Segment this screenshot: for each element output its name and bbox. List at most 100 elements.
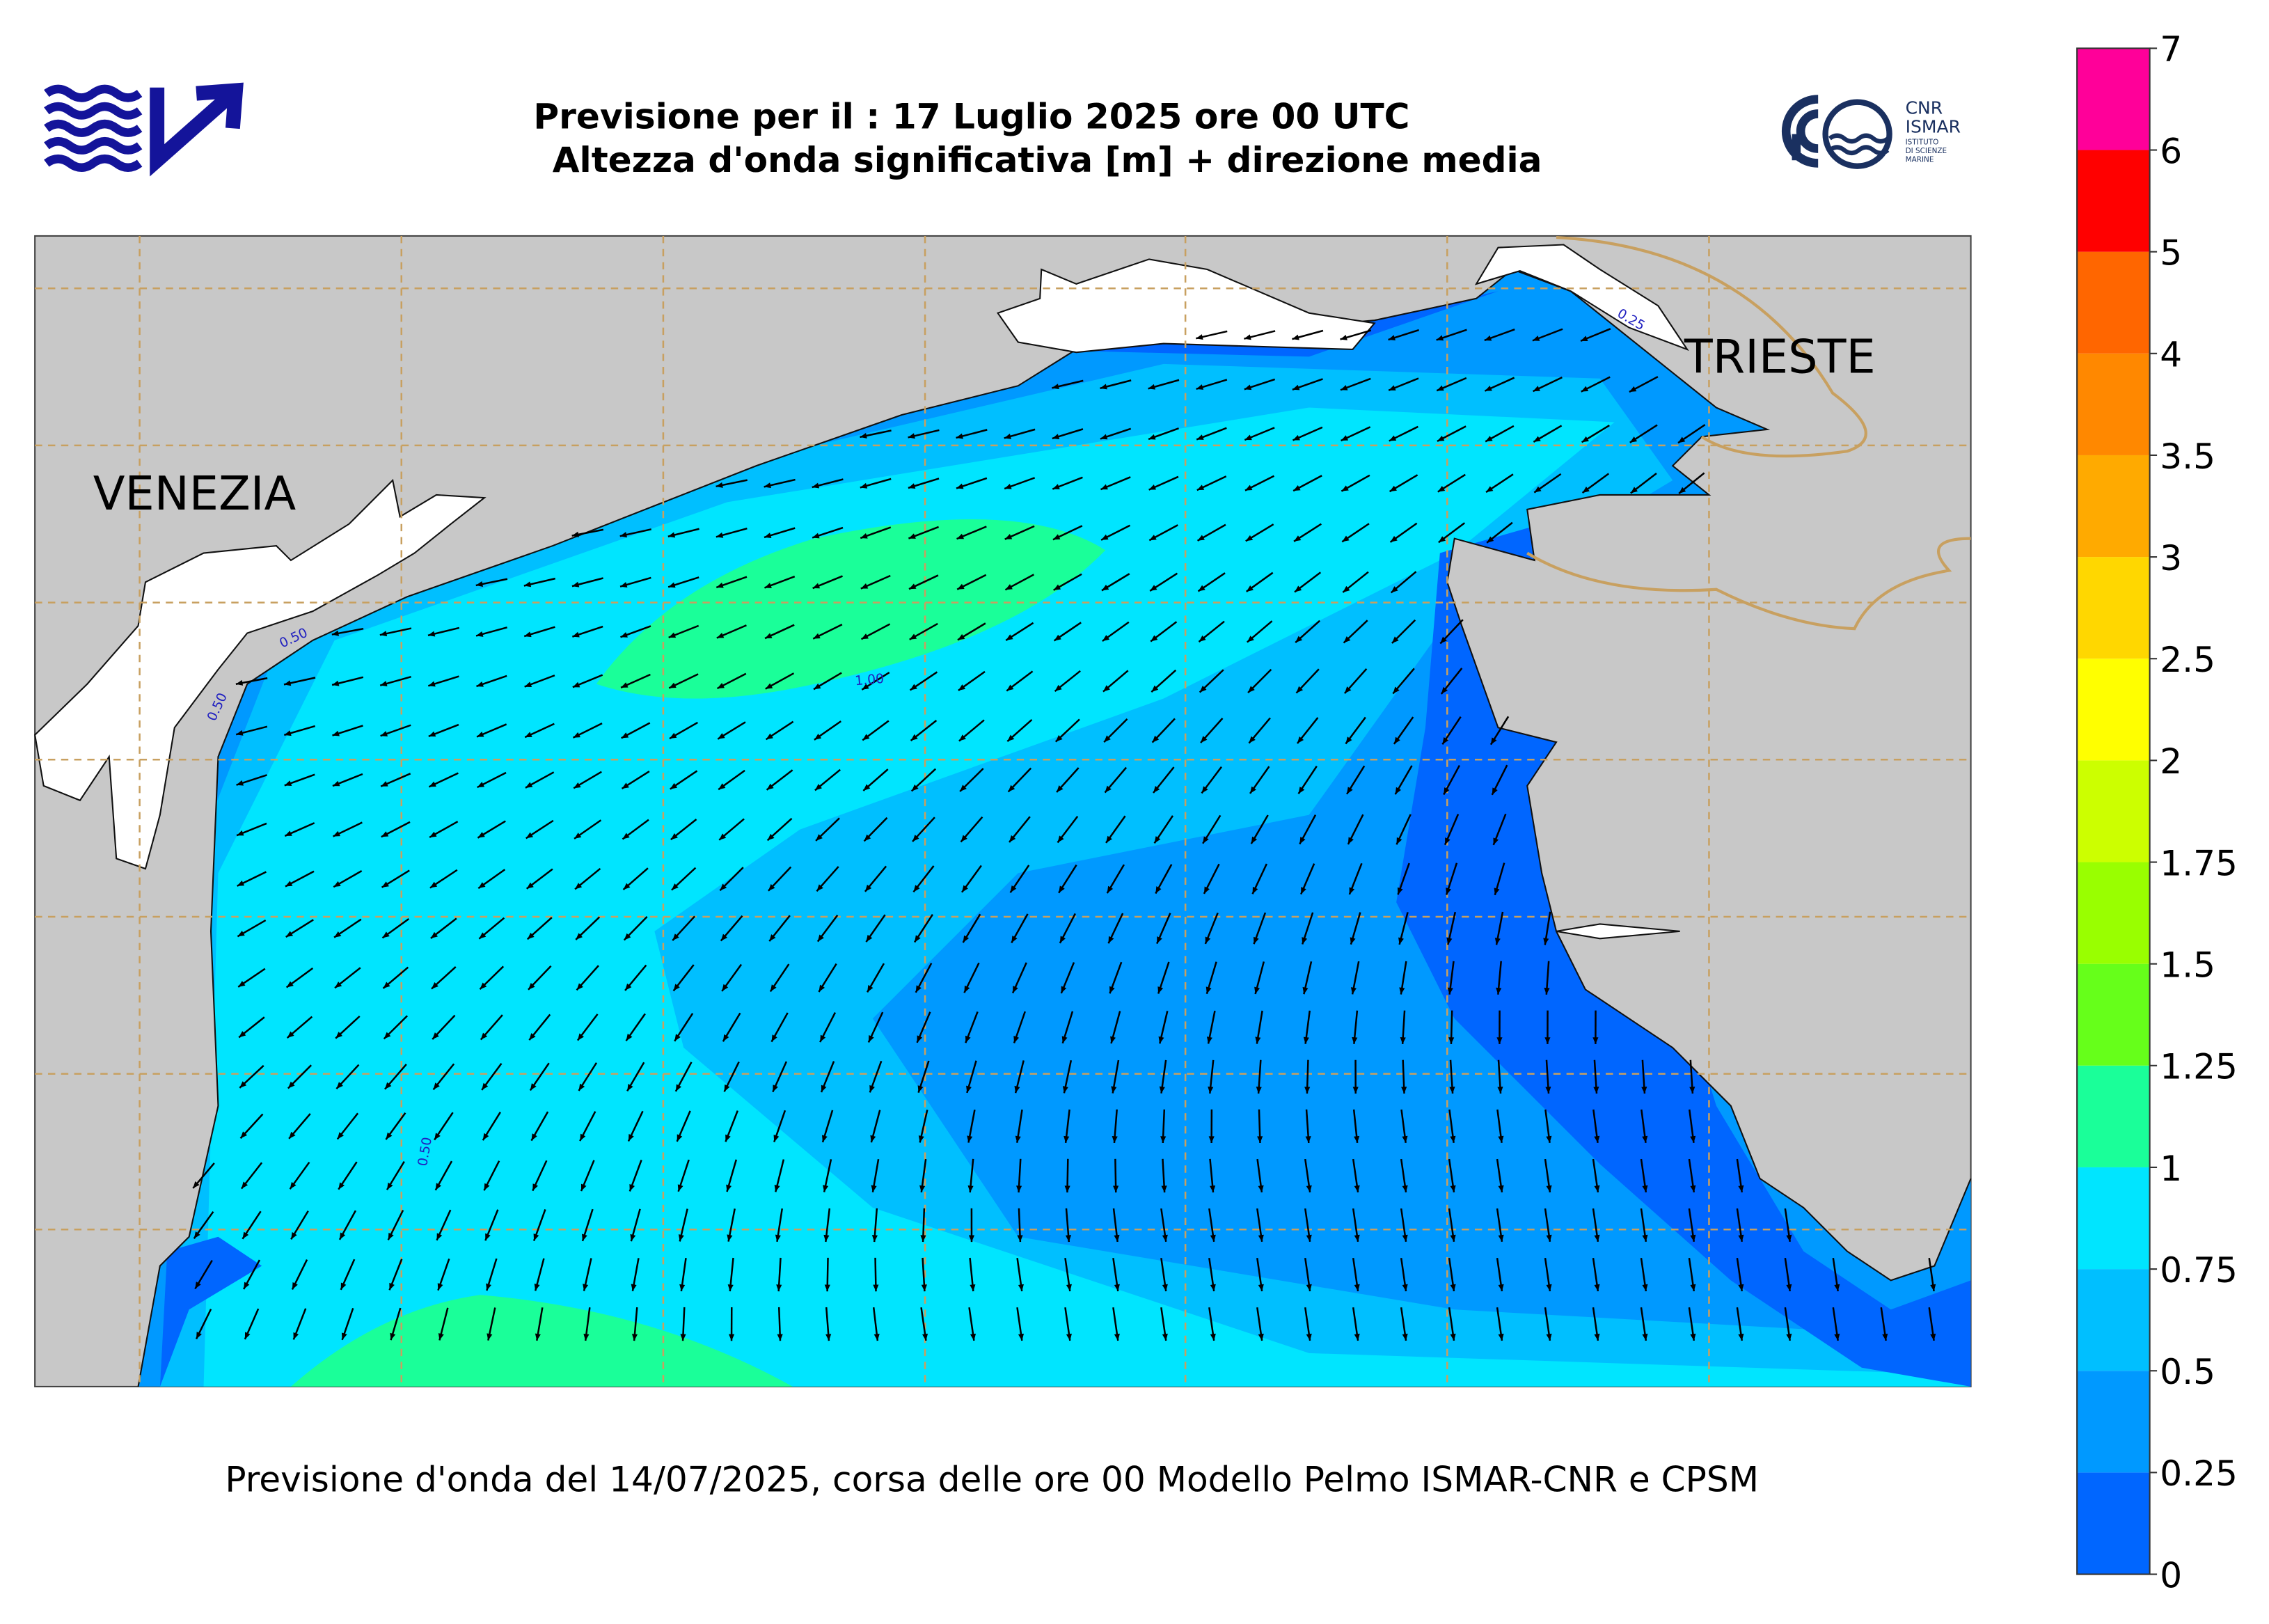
arrow-head — [1066, 1284, 1072, 1291]
arrow-head — [1487, 536, 1494, 543]
arrow-head — [964, 985, 970, 993]
arrow-head — [241, 1181, 248, 1189]
city-label: TRIESTE — [1684, 329, 1876, 384]
arrow-head — [1497, 1087, 1503, 1094]
arrow-head — [438, 1333, 444, 1341]
colorbar-segment — [2077, 862, 2150, 964]
arrow-head — [1450, 1185, 1456, 1192]
arrow-head — [718, 733, 725, 739]
arrow-head — [1104, 735, 1111, 743]
arrow-head — [722, 1034, 729, 1042]
arrow-head — [675, 1084, 682, 1091]
arrow-head — [767, 833, 775, 841]
arrow-head — [1347, 787, 1353, 794]
arrow-head — [1534, 486, 1542, 493]
arrow-head — [1786, 1234, 1792, 1242]
arrow-head — [630, 1233, 636, 1242]
arrow-head — [958, 684, 966, 691]
arrow-head — [1400, 1037, 1406, 1044]
arrow-head — [1105, 785, 1112, 793]
arrow-head — [821, 1085, 827, 1093]
arrow-head — [1249, 736, 1256, 743]
arrow-head — [862, 734, 870, 741]
arrow-head — [334, 931, 342, 938]
arrow-head — [1005, 584, 1013, 590]
arrow-head — [814, 784, 822, 791]
arrow-head — [867, 984, 873, 993]
colorbar-tick-label: 5 — [2160, 232, 2182, 273]
arrow-head — [1930, 1284, 1936, 1291]
logo-org: CNR — [1906, 97, 1943, 118]
arrow-head — [1546, 1234, 1552, 1242]
arrow-head — [771, 1034, 777, 1042]
arrow-head — [717, 683, 725, 689]
arrow-head — [572, 631, 580, 638]
arrow-head — [1201, 786, 1208, 794]
arrow-head — [528, 982, 535, 990]
arrow-head — [480, 1032, 488, 1040]
arrow-head — [383, 982, 390, 988]
arrow-head — [919, 1185, 926, 1192]
arrow-head — [625, 983, 632, 991]
arrow-head — [1006, 684, 1014, 691]
arrow-head — [725, 1134, 731, 1142]
logo-institute: ISMAR — [1906, 117, 1961, 137]
arrow-head — [1254, 986, 1260, 995]
arrow-head — [1738, 1333, 1744, 1341]
arrow-head — [820, 1034, 826, 1043]
arrow-head — [1546, 1135, 1552, 1143]
arrow-head — [913, 885, 920, 892]
arrow-head — [1208, 1136, 1215, 1144]
arrow-head — [286, 981, 294, 988]
colorbar-segment — [2077, 1371, 2150, 1473]
arrow-head — [861, 633, 869, 640]
arrow-head — [1447, 987, 1453, 995]
colorbar-tick-label: 1.5 — [2160, 944, 2215, 985]
arrow-head — [1347, 837, 1354, 844]
arrow-head — [860, 432, 867, 439]
arrow-head — [678, 1234, 684, 1242]
arrow-head — [1304, 1087, 1311, 1094]
arrow-head — [193, 1181, 200, 1188]
arrow-head — [525, 732, 532, 738]
arrow-head — [921, 1284, 927, 1292]
arrow-head — [1391, 586, 1398, 593]
arrow-head — [283, 680, 292, 686]
arrow-head — [873, 1334, 880, 1341]
arrow-head — [1354, 1185, 1360, 1192]
colorbar-segment — [2077, 963, 2150, 1066]
arrow-head — [956, 433, 963, 439]
arrow-head — [1203, 886, 1210, 894]
cnr-logo: CNR ISMAR ISTITUTO DI SCIENZE MARINE — [1781, 95, 1961, 169]
arrow-head — [670, 833, 678, 840]
arrow-head — [908, 533, 916, 539]
arrow-head — [1161, 1185, 1167, 1193]
arrow-head — [764, 533, 772, 539]
arrow-head — [1401, 1087, 1407, 1094]
arrow-head — [956, 483, 964, 489]
arrow-head — [960, 785, 967, 792]
arrow-head — [674, 1034, 681, 1041]
arrow-head — [766, 733, 773, 740]
arrow-head — [726, 1184, 732, 1192]
arrow-head — [1389, 385, 1396, 391]
arrow-head — [526, 882, 534, 889]
arrow-head — [719, 833, 727, 840]
arrow-head — [1114, 1234, 1120, 1242]
arrow-head — [437, 1283, 443, 1291]
arrow-head — [333, 881, 341, 888]
arrow-head — [1738, 1185, 1744, 1192]
arrow-head — [389, 1282, 395, 1291]
arrow-head — [1198, 585, 1205, 592]
arrow-head — [1306, 1284, 1312, 1291]
arrow-head — [1642, 1135, 1648, 1143]
arrow-head — [777, 1334, 783, 1341]
arrow-head — [1592, 1037, 1599, 1044]
arrow-head — [1343, 636, 1351, 643]
title-line-2: Altezza d'onda significativa [m] + direz… — [553, 139, 1542, 180]
arrow-head — [729, 1334, 735, 1341]
arrow-head — [1244, 384, 1252, 391]
arrow-head — [571, 531, 579, 537]
arrow-head — [1402, 1333, 1408, 1341]
arrow-head — [1004, 483, 1012, 489]
